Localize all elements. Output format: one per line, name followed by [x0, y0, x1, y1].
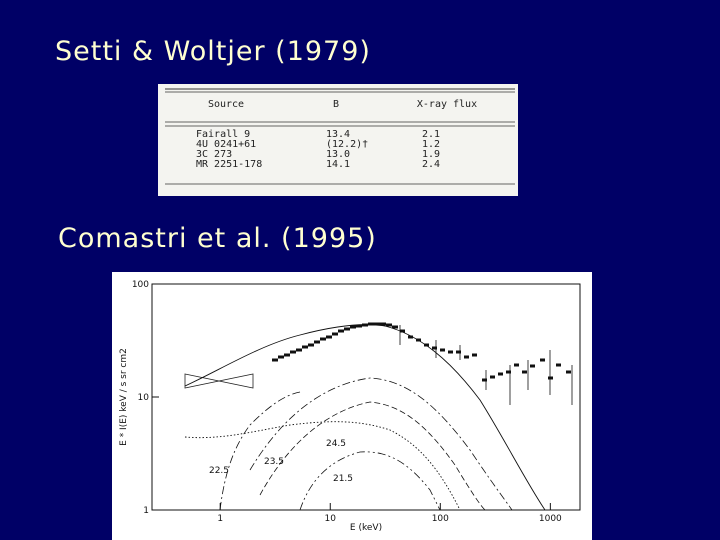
table-cell: MR 2251-178 [196, 159, 262, 170]
curve-annotation: 22.5 [209, 466, 229, 476]
slide-title: Setti & Woltjer (1979) [55, 36, 371, 67]
table-cell: 14.1 [326, 159, 350, 170]
table-header: B [333, 99, 339, 110]
x-axis-label: E (keV) [350, 523, 382, 533]
model-curve [299, 451, 441, 511]
table: Source B X-ray flux Fairall 9 13.4 2.1 4U 0241… [158, 84, 518, 196]
y-tick-label: 10 [138, 393, 150, 403]
data-points [272, 322, 571, 382]
table-cell: 13.4 [326, 129, 350, 140]
curve-annotation: 24.5 [326, 439, 346, 449]
x-tick-label: 1000 [539, 514, 562, 524]
bowtie [184, 373, 254, 389]
y-tick-label: 1 [143, 506, 149, 516]
figure-background [112, 272, 592, 540]
model-curve [184, 421, 461, 511]
table-cell: 13.0 [326, 149, 350, 160]
table-cell: 1.9 [422, 149, 440, 160]
table-cell: 1.2 [422, 139, 440, 150]
table-header: X-ray flux [417, 99, 477, 110]
table-background [158, 84, 518, 196]
x-tick-label: 100 [432, 514, 449, 524]
curve-annotation: 21.5 [333, 474, 353, 484]
x-tick-label: 1 [217, 514, 223, 524]
table-header: Source [208, 99, 244, 110]
model-curve [184, 324, 546, 511]
model-curve [249, 377, 513, 511]
curve-annotation: 23.5 [264, 457, 284, 467]
figure: 1 10 100 1000 1 10 100 E (keV) E * I(E) keV / s … [112, 272, 592, 540]
model-curve [259, 401, 486, 511]
model-curve [219, 391, 301, 511]
y-axis-label: E * I(E) keV / s sr cm2 [119, 348, 129, 446]
table-cell: 2.1 [422, 129, 440, 140]
table-cell: Fairall 9 [196, 129, 250, 140]
x-tick-label: 10 [325, 514, 337, 524]
y-tick-label: 100 [132, 280, 149, 290]
slide-subtitle: Comastri et al. (1995) [58, 223, 377, 254]
error-bars [399, 325, 573, 405]
table-cell: 2.4 [422, 159, 440, 170]
table-cell: 4U 0241+61 [196, 139, 256, 150]
table-cell: (12.2)† [326, 139, 368, 150]
table-cell: 3C 273 [196, 149, 232, 160]
